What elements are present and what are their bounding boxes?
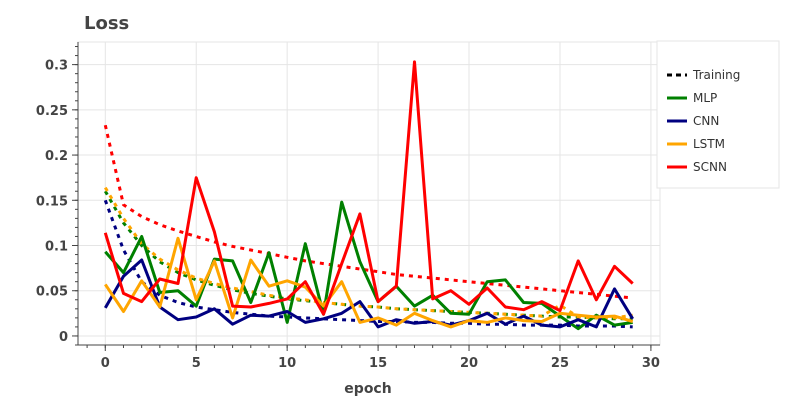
y-tick-label-6: 0.3 (45, 59, 68, 74)
legend-label-cnn: CNN (693, 114, 719, 128)
y-tick-label-4: 0.2 (45, 149, 68, 164)
x-tick-label-2: 10 (278, 356, 296, 371)
series-lstm-training-line (104, 186, 633, 320)
chart-title: Loss (84, 13, 129, 34)
legend-label-lstm: LSTM (693, 137, 725, 151)
axes: 0 5 10 15 20 25 30 0 0.05 0.1 0.15 0.2 0.25 0.3 (36, 42, 660, 371)
x-tick-label-6: 30 (642, 356, 660, 371)
legend-label-training: Training (692, 68, 740, 82)
series-mlp-validation-line (104, 200, 633, 331)
legend: Training MLP CNN LSTM SCNN (656, 40, 780, 189)
series-layer (103, 60, 634, 331)
y-tick-label-3: 0.15 (36, 194, 68, 209)
legend-box (656, 40, 780, 189)
series-lstm-validation-line (104, 236, 634, 329)
series-cnn-training-line (103, 199, 633, 329)
y-tick-label-0: 0 (59, 330, 68, 345)
y-tick-label-2: 0.1 (45, 240, 68, 255)
y-tick-label-1: 0.05 (36, 285, 68, 300)
plot-frame (77, 41, 661, 346)
series-scnn-training-line (103, 124, 633, 300)
x-tick-label-4: 20 (460, 356, 478, 371)
legend-label-scnn: SCNN (693, 160, 727, 174)
series-cnn-validation-line (104, 258, 634, 329)
grid (78, 42, 660, 345)
x-tick-label-3: 15 (369, 356, 387, 371)
x-tick-label-1: 5 (192, 356, 201, 371)
series-scnn-validation-line (103, 60, 634, 316)
x-axis-label: epoch (344, 381, 391, 397)
x-tick-label-5: 25 (551, 356, 569, 371)
series-mlp-training-line (103, 190, 633, 321)
y-tick-label-5: 0.25 (36, 104, 68, 119)
legend-label-mlp: MLP (693, 91, 717, 105)
x-tick-label-0: 0 (101, 356, 110, 371)
